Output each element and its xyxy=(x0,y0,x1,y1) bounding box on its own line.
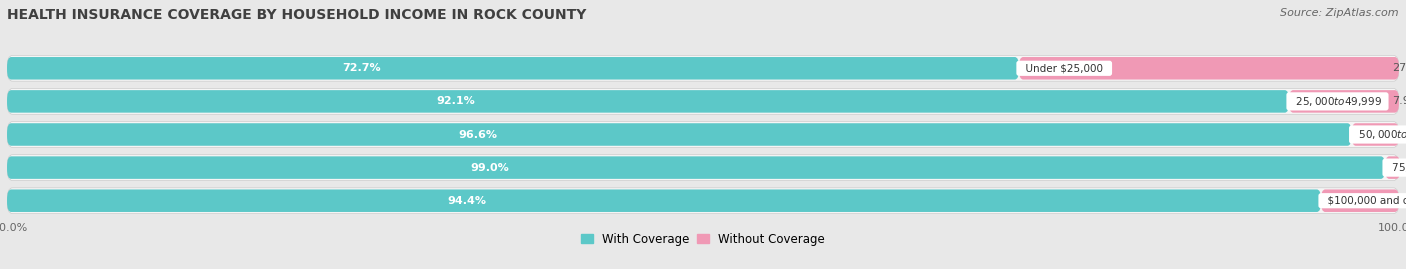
FancyBboxPatch shape xyxy=(1019,57,1399,80)
Text: 27.3%: 27.3% xyxy=(1392,63,1406,73)
FancyBboxPatch shape xyxy=(7,155,1399,180)
Text: Source: ZipAtlas.com: Source: ZipAtlas.com xyxy=(1281,8,1399,18)
Text: $50,000 to $74,999: $50,000 to $74,999 xyxy=(1351,128,1406,141)
FancyBboxPatch shape xyxy=(7,55,1399,81)
FancyBboxPatch shape xyxy=(7,188,1399,214)
FancyBboxPatch shape xyxy=(7,189,1322,212)
FancyBboxPatch shape xyxy=(1289,90,1399,113)
Text: 94.4%: 94.4% xyxy=(447,196,486,206)
FancyBboxPatch shape xyxy=(7,123,1351,146)
Text: Under $25,000: Under $25,000 xyxy=(1019,63,1109,73)
FancyBboxPatch shape xyxy=(1351,123,1399,146)
Text: 7.9%: 7.9% xyxy=(1392,96,1406,107)
FancyBboxPatch shape xyxy=(1322,189,1399,212)
Text: 72.7%: 72.7% xyxy=(342,63,381,73)
Text: $25,000 to $49,999: $25,000 to $49,999 xyxy=(1289,95,1386,108)
FancyBboxPatch shape xyxy=(7,156,1385,179)
FancyBboxPatch shape xyxy=(7,89,1399,114)
FancyBboxPatch shape xyxy=(7,122,1399,147)
Text: HEALTH INSURANCE COVERAGE BY HOUSEHOLD INCOME IN ROCK COUNTY: HEALTH INSURANCE COVERAGE BY HOUSEHOLD I… xyxy=(7,8,586,22)
FancyBboxPatch shape xyxy=(7,90,1289,113)
Text: $75,000 to $99,999: $75,000 to $99,999 xyxy=(1385,161,1406,174)
Legend: With Coverage, Without Coverage: With Coverage, Without Coverage xyxy=(581,233,825,246)
FancyBboxPatch shape xyxy=(7,57,1019,80)
FancyBboxPatch shape xyxy=(1385,156,1400,179)
Text: 5.6%: 5.6% xyxy=(1392,196,1406,206)
Text: 1.1%: 1.1% xyxy=(1392,162,1406,173)
Text: 3.4%: 3.4% xyxy=(1392,129,1406,140)
Text: 99.0%: 99.0% xyxy=(470,162,509,173)
Text: 96.6%: 96.6% xyxy=(458,129,498,140)
Text: 92.1%: 92.1% xyxy=(436,96,475,107)
Text: $100,000 and over: $100,000 and over xyxy=(1322,196,1406,206)
